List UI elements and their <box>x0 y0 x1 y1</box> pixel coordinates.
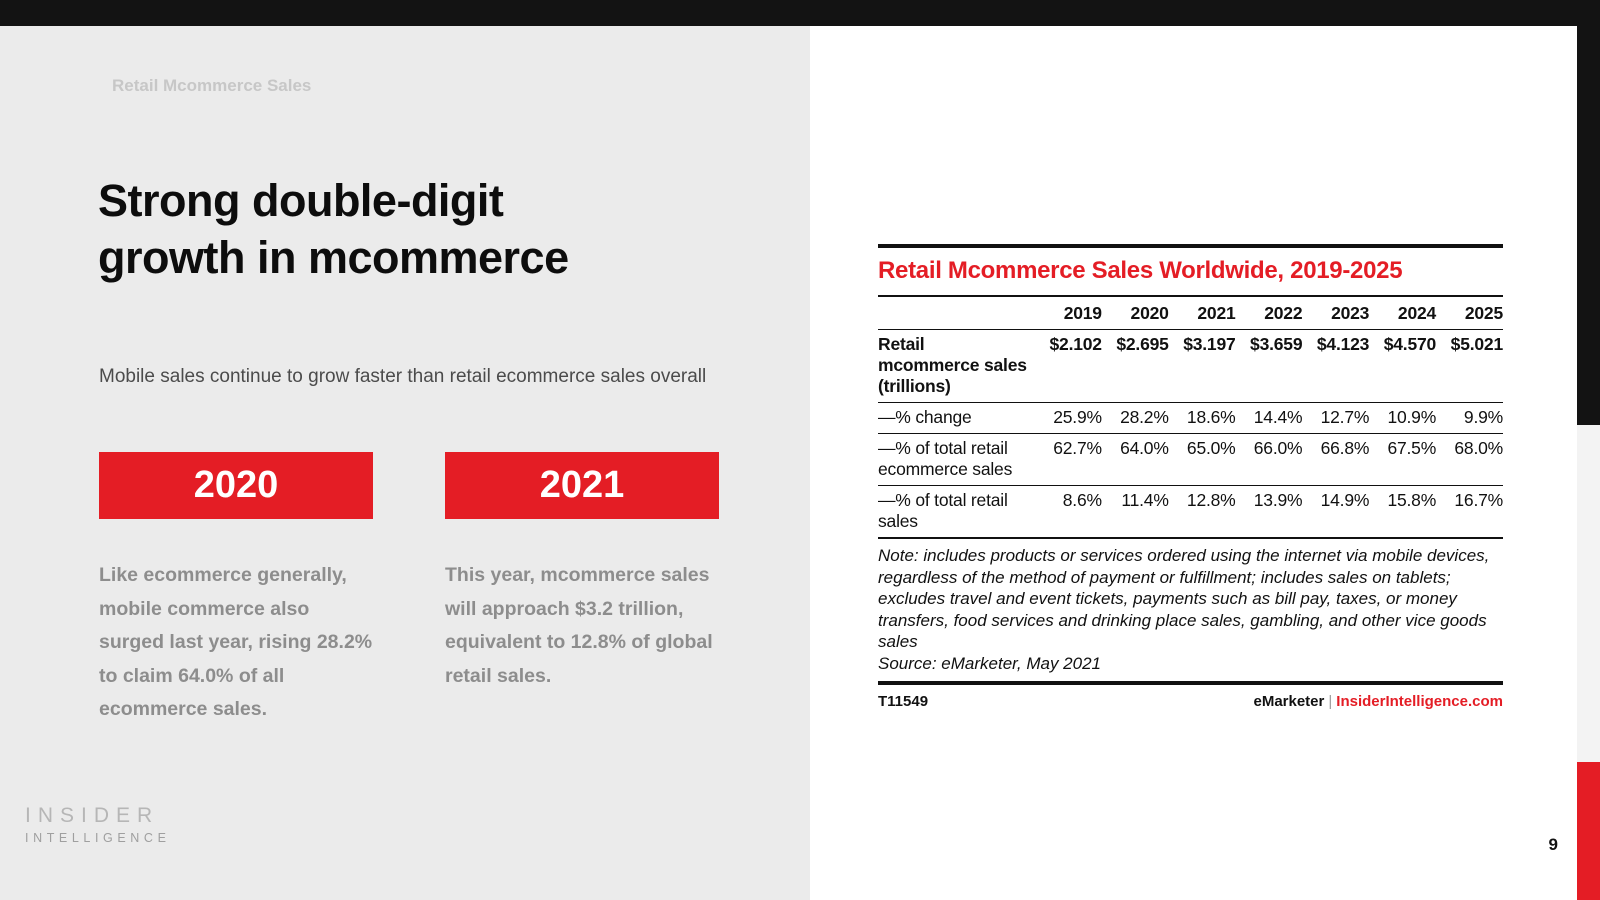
header-year: 2024 <box>1369 295 1436 330</box>
cell: 67.5% <box>1369 433 1436 486</box>
table-note: Note: includes products or services orde… <box>878 537 1503 653</box>
row-label: —% of total retail ecommerce sales <box>878 433 1035 486</box>
callout-2020: 2020 Like ecommerce generally, mobile co… <box>99 452 379 727</box>
right-rail-red-segment <box>1577 762 1600 900</box>
callout-2021-text: This year, mcommerce sales will approach… <box>445 564 713 687</box>
right-rail-black-segment <box>1577 0 1600 425</box>
table-row: —% of total retail ecommerce sales 62.7%… <box>878 433 1503 486</box>
header-year: 2023 <box>1302 295 1369 330</box>
table-row: Retail mcommerce sales (trillions) $2.10… <box>878 329 1503 403</box>
cell: 13.9% <box>1235 485 1303 537</box>
cell: 66.0% <box>1235 433 1303 486</box>
insider-intelligence-link[interactable]: InsiderIntelligence.com <box>1336 693 1503 710</box>
table-header-row: 2019 2020 2021 2022 2023 2024 2025 <box>878 295 1503 330</box>
year-badge-2021: 2021 <box>445 452 719 519</box>
table-footer: T11549 eMarketer | InsiderIntelligence.com <box>878 681 1503 710</box>
logo-line1: INSIDER <box>25 804 160 827</box>
cell: 64.0% <box>1101 433 1169 486</box>
top-black-bar <box>0 0 1600 26</box>
callout-2020-text: Like ecommerce generally, mobile commerc… <box>99 564 373 720</box>
cell: 12.8% <box>1168 485 1236 537</box>
section-eyebrow: Retail Mcommerce Sales <box>112 76 312 95</box>
brand-separator: | <box>1328 693 1333 710</box>
cell: 10.9% <box>1369 402 1436 434</box>
cell: 66.8% <box>1302 433 1369 486</box>
header-year: 2022 <box>1235 295 1303 330</box>
slide-title-line2: growth in mcommerce <box>98 232 569 283</box>
cell: $3.197 <box>1168 329 1236 403</box>
cell: $4.123 <box>1302 329 1369 403</box>
cell: 62.7% <box>1035 433 1102 486</box>
page-number: 9 <box>1548 835 1558 854</box>
header-empty-cell <box>878 295 1035 330</box>
header-year: 2020 <box>1101 295 1169 330</box>
header-year: 2025 <box>1436 295 1503 330</box>
cell: 8.6% <box>1035 485 1102 537</box>
header-year: 2019 <box>1035 295 1102 330</box>
table-row: —% change 25.9% 28.2% 18.6% 14.4% 12.7% … <box>878 402 1503 434</box>
cell: 15.8% <box>1369 485 1436 537</box>
cell: 28.2% <box>1101 402 1169 434</box>
table-title: Retail Mcommerce Sales Worldwide, 2019-2… <box>878 257 1403 284</box>
data-table: 2019 2020 2021 2022 2023 2024 2025 Retai… <box>878 295 1503 537</box>
cell: 9.9% <box>1436 402 1503 434</box>
right-rail-gray-segment <box>1577 425 1600 762</box>
table-top-rule <box>878 244 1503 248</box>
slide-title: Strong double-digit growth in mcommerce <box>98 172 738 286</box>
callout-2021: 2021 This year, mcommerce sales will app… <box>445 452 725 693</box>
slide-title-line1: Strong double-digit <box>98 175 504 226</box>
row-label: —% of total retail sales <box>878 485 1035 537</box>
insider-intelligence-logo: INSIDER INTELLIGENCE <box>25 804 171 845</box>
emarketer-data-table: Retail Mcommerce Sales Worldwide, 2019-2… <box>878 244 1503 710</box>
row-label: —% change <box>878 402 1035 434</box>
cell: 14.4% <box>1235 402 1303 434</box>
cell: 14.9% <box>1302 485 1369 537</box>
logo-line2: INTELLIGENCE <box>25 831 171 845</box>
cell: 11.4% <box>1101 485 1169 537</box>
cell: 18.6% <box>1168 402 1236 434</box>
cell: 65.0% <box>1168 433 1236 486</box>
cell: $2.695 <box>1101 329 1169 403</box>
cell: $4.570 <box>1369 329 1436 403</box>
cell: 16.7% <box>1436 485 1503 537</box>
brand-line: eMarketer | InsiderIntelligence.com <box>1253 693 1503 710</box>
cell: 12.7% <box>1302 402 1369 434</box>
slide-subtitle: Mobile sales continue to grow faster tha… <box>99 366 707 387</box>
table-row: —% of total retail sales 8.6% 11.4% 12.8… <box>878 485 1503 537</box>
cell: $5.021 <box>1436 329 1503 403</box>
row-label: Retail mcommerce sales (trillions) <box>878 329 1035 403</box>
table-source: Source: eMarketer, May 2021 <box>878 653 1102 673</box>
cell: 68.0% <box>1436 433 1503 486</box>
cell: 25.9% <box>1035 402 1102 434</box>
header-year: 2021 <box>1168 295 1236 330</box>
year-badge-2020: 2020 <box>99 452 373 519</box>
cell: $2.102 <box>1035 329 1102 403</box>
brand-emarketer: eMarketer <box>1253 693 1325 710</box>
table-id: T11549 <box>878 693 929 710</box>
cell: $3.659 <box>1235 329 1303 403</box>
